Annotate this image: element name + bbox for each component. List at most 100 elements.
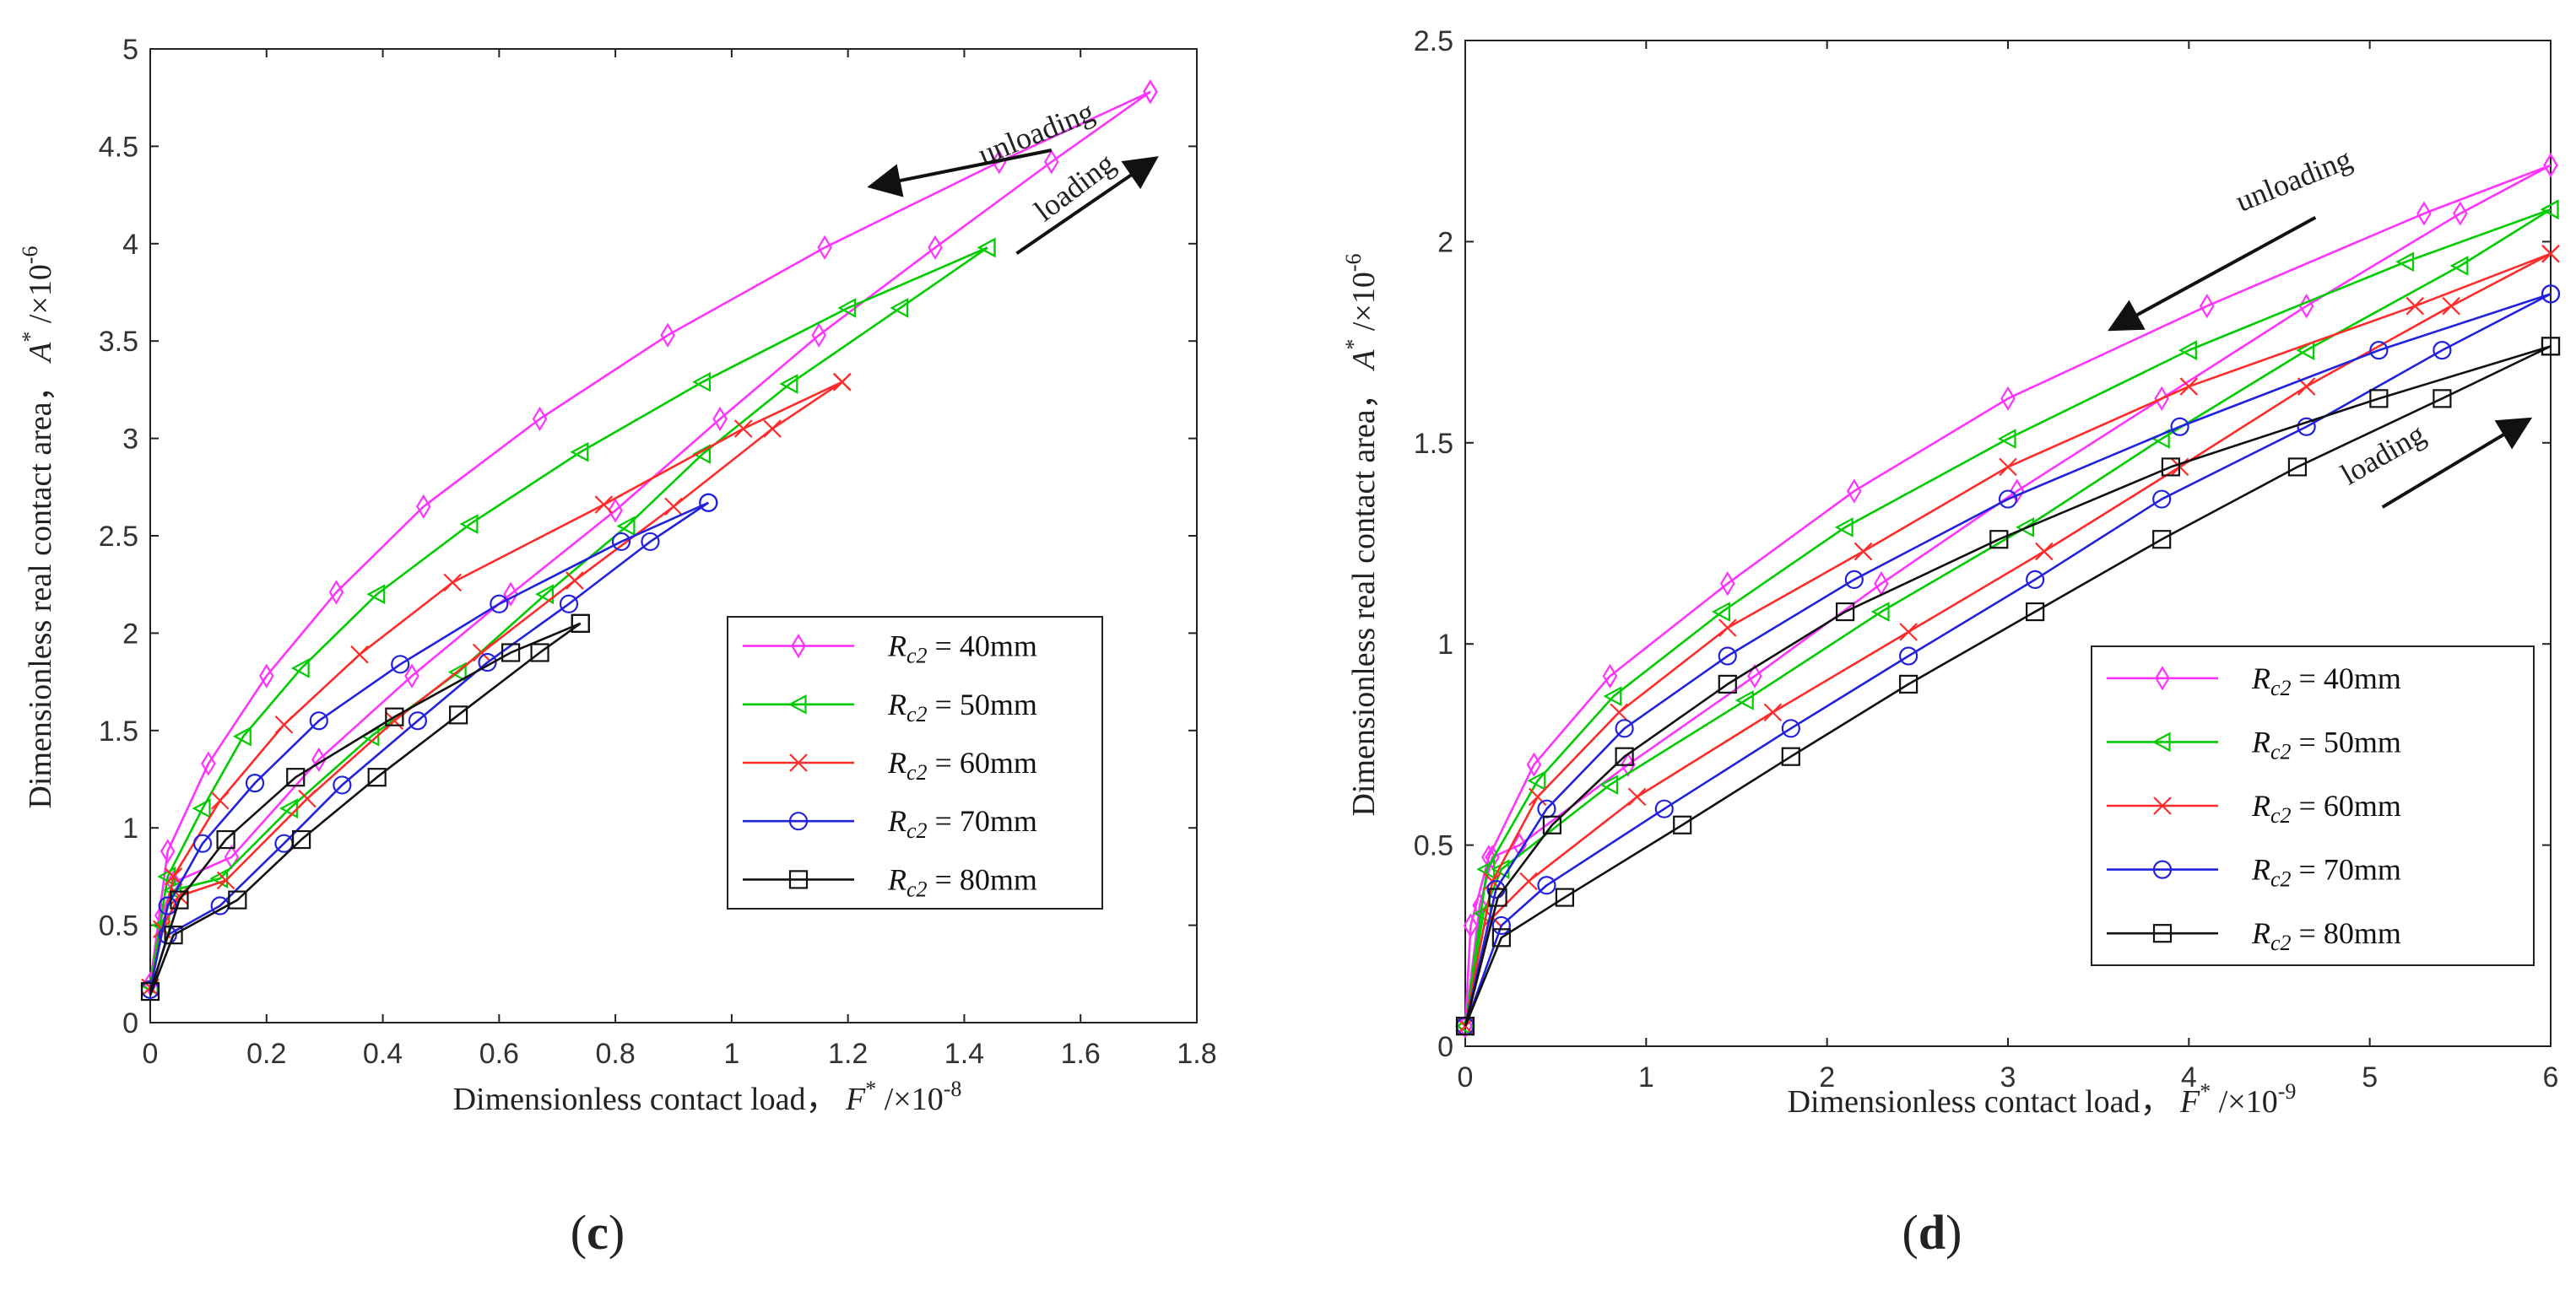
data-point (309, 711, 328, 731)
y-tick-label: 0.5 (1414, 830, 1453, 862)
data-point (2442, 296, 2460, 316)
data-point (530, 643, 549, 662)
data-point (2026, 570, 2045, 590)
data-point (408, 711, 427, 731)
data-point (350, 645, 369, 664)
data-point (311, 747, 327, 773)
data-point (2406, 296, 2425, 316)
legend-swatch-marker (2152, 860, 2173, 879)
x-axis-unit: /×10 (876, 1082, 944, 1117)
data-point (164, 926, 183, 945)
data-point (1602, 663, 1618, 688)
legend-symbol: R (887, 746, 906, 780)
panel-label-close: ) (1946, 1205, 1962, 1260)
x-tick-label: 1 (723, 1038, 739, 1070)
data-point (594, 495, 614, 514)
data-point (1718, 646, 1737, 666)
x-tick-label: 3 (2000, 1061, 2016, 1094)
data-point (415, 494, 431, 520)
x-axis-symbol: F (2179, 1084, 2200, 1120)
data-point (328, 580, 344, 605)
data-point (274, 716, 294, 734)
data-point (692, 371, 712, 392)
legend-subscript: c2 (2270, 931, 2292, 955)
y-tick-label: 3 (122, 424, 138, 456)
legend-value: = 40mm (2292, 662, 2401, 695)
data-point (2179, 377, 2199, 396)
data-point (501, 643, 521, 662)
data-point (763, 419, 782, 438)
data-point (2369, 341, 2389, 360)
annotation-arrow (1015, 156, 1159, 255)
data-point (286, 768, 306, 787)
data-point (2369, 389, 2389, 408)
y-tick-label: 2 (122, 618, 138, 650)
series-line-70mm-loading (149, 501, 710, 994)
legend-value: = 60mm (928, 746, 1037, 780)
legend-symbol: R (2251, 853, 2270, 887)
x-tick-label: 0 (143, 1038, 159, 1070)
legend-symbol: R (2251, 789, 2270, 823)
panel-label-letter: c (587, 1205, 609, 1260)
data-point (1615, 719, 1634, 738)
y-axis-unit: /×10 (23, 264, 58, 332)
data-point (2453, 201, 2468, 226)
x-axis-exponent: -9 (2278, 1079, 2297, 1104)
data-point (535, 584, 555, 605)
y-tick-label: 1.5 (99, 716, 138, 748)
data-point (1781, 719, 1800, 738)
y-tick-label: 1 (122, 813, 138, 845)
data-point (2152, 530, 2172, 549)
legend-item-60mm: Rc2 = 60mm (743, 746, 1037, 785)
data-point (1718, 618, 1737, 637)
data-point (1899, 674, 1918, 694)
data-point (2016, 517, 2035, 537)
data-point (459, 514, 479, 534)
y-tick-label: 2.5 (1414, 25, 1453, 57)
data-point (2541, 337, 2561, 356)
data-point (164, 867, 183, 886)
data-point (1599, 775, 1619, 795)
data-point (570, 441, 589, 462)
data-point (1476, 859, 1496, 880)
legend-value: = 40mm (928, 629, 1037, 663)
data-point (1537, 876, 1556, 895)
data-point (2433, 341, 2452, 360)
legend-item-50mm: Rc2 = 50mm (743, 688, 1037, 726)
data-point (2395, 251, 2415, 273)
data-point (1454, 1016, 1474, 1037)
data-point (2298, 294, 2314, 319)
data-point (641, 532, 660, 552)
y-tick-label: 1 (1437, 629, 1453, 661)
legend-label: Rc2 = 70mm (2251, 853, 2401, 892)
data-point (699, 493, 718, 512)
y-axis-unit: /×10 (1346, 272, 1382, 339)
legend-value: = 60mm (2292, 789, 2401, 823)
data-point (391, 655, 410, 674)
y-axis-exponent: -6 (18, 246, 42, 264)
data-point (157, 867, 176, 887)
y-tick-label: 0 (122, 1007, 138, 1040)
data-point (2154, 386, 2169, 411)
legend-subscript: c2 (906, 818, 928, 843)
series-line-40mm-loading (149, 90, 1151, 988)
data-point (158, 896, 177, 915)
y-axis-label: Dimensionless real contact area， A* /×10… (1341, 253, 1382, 816)
annotation-arrow (2381, 417, 2533, 509)
legend-symbol: R (2251, 725, 2270, 759)
data-point (1488, 888, 1507, 907)
series-line-60mm-unloading (1464, 252, 2552, 1027)
legend-label: Rc2 = 60mm (2251, 789, 2401, 828)
annotation-arrow (2108, 216, 2317, 332)
data-point (170, 890, 189, 910)
data-point (1747, 663, 1762, 688)
y-axis-symbol: A (23, 342, 58, 364)
x-tick-label: 0.2 (246, 1038, 286, 1070)
y-tick-label: 3.5 (99, 326, 138, 358)
data-point (1491, 915, 1511, 936)
data-point (1847, 478, 1862, 504)
x-axis-symbol-star: * (2200, 1079, 2211, 1104)
data-point (472, 643, 491, 662)
